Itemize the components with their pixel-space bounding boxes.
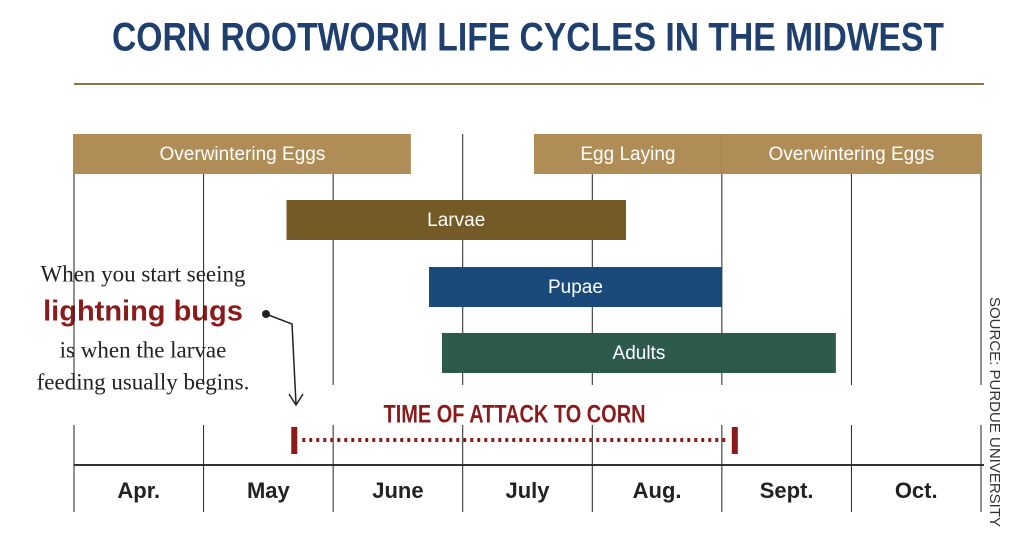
bar-label: Adults [613,343,666,364]
annotation-line: feeding usually begins. [37,369,250,394]
bar [721,134,981,174]
x-tick-label: Aug. [633,478,682,503]
x-tick-label: Apr. [117,478,160,503]
annotation-arrow [265,313,304,407]
x-tick-label: July [505,478,550,503]
bar [74,134,411,174]
x-tick-label: Sept. [760,478,814,503]
x-tick-label: Oct. [895,478,938,503]
x-tick-label: May [247,478,291,503]
bar [286,200,626,240]
x-tick-label: June [372,478,423,503]
bar-label: Pupae [548,277,603,298]
annotation-line: When you start seeing [40,261,246,286]
bar-label: Overwintering Eggs [160,144,326,165]
bar-label: Egg Laying [580,144,675,165]
annotation-highlight: lightning bugs [43,296,243,328]
bar [441,333,836,373]
source: SOURCE: PURDUE UNIVERSITY [986,297,1003,527]
attack-start [291,427,298,454]
attack-label: TIME OF ATTACK TO CORN [384,401,646,429]
annotation-line: is when the larvae [60,337,227,362]
bar [429,267,722,307]
bar-label: Larvae [427,210,485,231]
attack-end [731,427,738,454]
chart-title: CORN ROOTWORM LIFE CYCLES IN THE MIDWEST [112,16,944,60]
bar [533,134,722,174]
bar-label: Overwintering Eggs [769,144,935,165]
